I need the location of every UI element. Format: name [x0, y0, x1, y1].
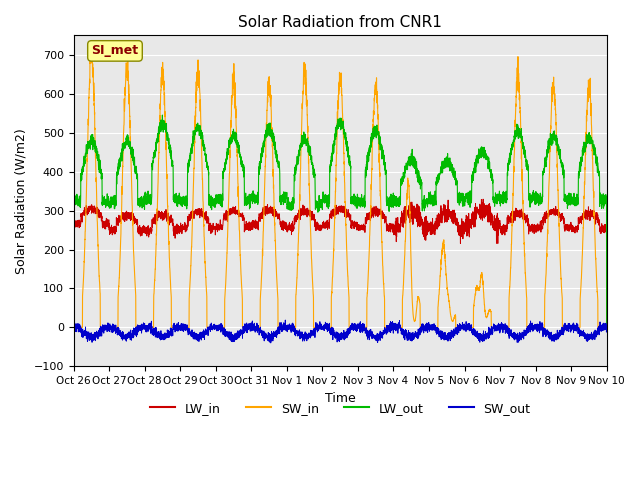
SW_out: [282, 317, 289, 323]
SW_in: [430, 324, 438, 330]
Legend: LW_in, SW_in, LW_out, SW_out: LW_in, SW_in, LW_out, SW_out: [145, 396, 536, 420]
SW_out: [166, 334, 173, 340]
Line: SW_out: SW_out: [74, 320, 607, 343]
SW_in: [321, 324, 328, 330]
LW_in: [479, 196, 487, 202]
Text: SI_met: SI_met: [92, 45, 138, 58]
SW_out: [490, 322, 498, 327]
LW_out: [602, 199, 610, 205]
Y-axis label: Solar Radiation (W/m2): Solar Radiation (W/m2): [15, 128, 28, 274]
SW_in: [603, 324, 611, 330]
SW_in: [602, 324, 610, 330]
LW_in: [460, 219, 467, 225]
SW_in: [490, 324, 498, 330]
SW_in: [87, 45, 95, 51]
X-axis label: Time: Time: [324, 392, 356, 405]
LW_out: [70, 200, 77, 206]
LW_in: [490, 221, 498, 227]
LW_out: [430, 193, 438, 199]
LW_out: [460, 191, 467, 197]
Line: LW_in: LW_in: [74, 199, 607, 327]
LW_in: [166, 215, 173, 220]
LW_out: [159, 112, 166, 118]
LW_out: [490, 199, 498, 205]
LW_out: [321, 195, 328, 201]
Line: LW_out: LW_out: [74, 115, 607, 327]
LW_in: [70, 220, 77, 226]
SW_out: [321, 328, 328, 334]
SW_out: [70, 323, 77, 329]
LW_in: [603, 324, 611, 330]
Title: Solar Radiation from CNR1: Solar Radiation from CNR1: [238, 15, 442, 30]
SW_in: [460, 324, 467, 330]
SW_out: [602, 325, 610, 331]
LW_out: [166, 148, 173, 154]
SW_in: [70, 324, 77, 330]
LW_out: [603, 324, 611, 330]
SW_out: [460, 326, 467, 332]
SW_in: [166, 257, 173, 263]
LW_in: [602, 227, 610, 232]
SW_out: [603, 321, 611, 327]
SW_out: [430, 326, 438, 332]
LW_in: [430, 228, 438, 234]
LW_in: [320, 221, 328, 227]
Line: SW_in: SW_in: [74, 48, 607, 327]
SW_out: [267, 340, 275, 346]
